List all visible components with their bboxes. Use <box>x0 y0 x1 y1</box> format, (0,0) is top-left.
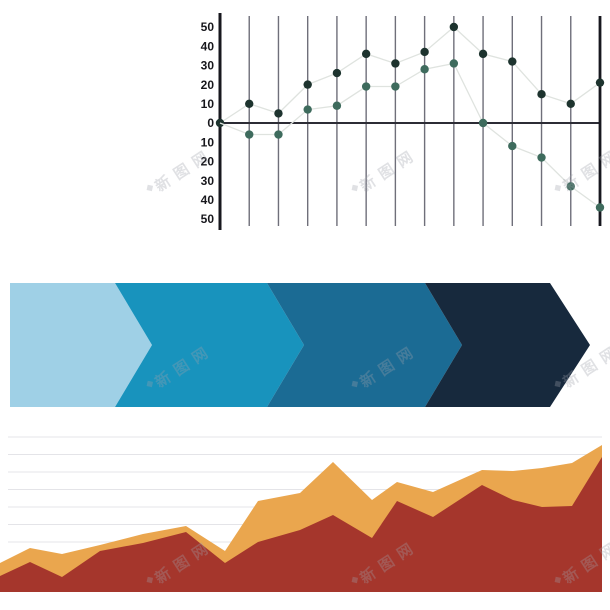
data-point-light-series <box>245 130 254 139</box>
chevron-segment-4 <box>425 283 590 407</box>
watermark-text: 新图网 <box>152 537 217 588</box>
orange-area <box>0 445 602 592</box>
chevron-segment-2 <box>115 283 304 407</box>
data-point-dark-series <box>391 59 400 68</box>
series-connector-light-series <box>219 62 601 209</box>
data-point-light-series <box>595 203 605 212</box>
watermark-logo-icon: ◆ <box>143 573 157 587</box>
y-axis-label: 10 <box>201 97 215 111</box>
watermark-text: 新图网 <box>560 145 610 196</box>
watermark-text: 新图网 <box>152 145 217 196</box>
data-point-dark-series <box>537 90 546 99</box>
data-point-light-series <box>391 82 400 91</box>
data-point-dark-series <box>303 80 312 89</box>
watermark-logo-icon: ◆ <box>551 377 565 391</box>
watermark: ◆新图网 <box>143 535 218 594</box>
watermark-text: 新图网 <box>357 537 422 588</box>
data-point-dark-series <box>332 68 342 78</box>
watermark-logo-icon: ◆ <box>551 181 565 195</box>
watermark-text: 新图网 <box>357 145 422 196</box>
y-axis-label: 40 <box>201 193 215 207</box>
data-point-dark-series <box>566 99 575 109</box>
data-point-light-series <box>537 153 546 162</box>
y-axis-label: 30 <box>201 174 215 188</box>
watermark: ◆新图网 <box>143 339 218 398</box>
y-axis-label: 30 <box>201 59 215 73</box>
watermark: ◆新图网 <box>348 143 423 202</box>
series-connector-dark-series <box>219 26 601 124</box>
data-point-light-series <box>566 182 575 191</box>
watermark-text: 新图网 <box>357 341 422 392</box>
red-area <box>0 457 602 592</box>
chevron-segment-1 <box>10 283 152 407</box>
data-point-dark-series <box>274 109 283 118</box>
watermark-text: 新图网 <box>560 537 610 588</box>
watermark-logo-icon: ◆ <box>143 377 157 391</box>
watermark: ◆新图网 <box>551 143 610 202</box>
watermark-text: 新图网 <box>152 341 217 392</box>
chevron-segment-3 <box>267 283 462 407</box>
data-point-light-series <box>274 130 283 139</box>
data-point-dark-series <box>420 47 429 57</box>
data-point-light-series <box>449 59 459 68</box>
data-point-light-series <box>303 105 312 114</box>
watermark-logo-icon: ◆ <box>348 181 362 195</box>
watermark-logo-icon: ◆ <box>143 181 157 195</box>
data-point-light-series <box>478 118 488 128</box>
watermark-text: 新图网 <box>560 341 610 392</box>
watermark: ◆新图网 <box>348 339 423 398</box>
y-axis-label: 50 <box>201 20 215 34</box>
data-point-dark-series <box>245 99 254 109</box>
watermark: ◆新图网 <box>143 143 218 202</box>
data-point-light-series <box>420 65 429 74</box>
y-axis-label: 0 <box>207 116 214 130</box>
watermark: ◆新图网 <box>551 535 610 594</box>
data-point-dark-series <box>478 49 488 59</box>
data-point-dark-series <box>508 57 517 66</box>
watermark-logo-icon: ◆ <box>348 377 362 391</box>
y-axis-label: 10 <box>201 135 215 149</box>
watermark-logo-icon: ◆ <box>348 573 362 587</box>
watermark-logo-icon: ◆ <box>551 573 565 587</box>
y-axis-label: 40 <box>201 39 215 53</box>
y-axis-label: 20 <box>201 78 215 92</box>
watermark: ◆新图网 <box>551 339 610 398</box>
data-point-light-series <box>361 82 371 91</box>
watermark: ◆新图网 <box>348 535 423 594</box>
data-point-light-series <box>508 141 517 151</box>
data-point-light-series <box>332 101 342 110</box>
y-axis-label: 50 <box>201 212 215 226</box>
data-point-dark-series <box>595 78 605 87</box>
data-point-dark-series <box>361 49 371 59</box>
y-axis-label: 20 <box>201 155 215 169</box>
data-point-dark-series <box>449 22 459 32</box>
data-point-dark-series <box>215 118 225 128</box>
